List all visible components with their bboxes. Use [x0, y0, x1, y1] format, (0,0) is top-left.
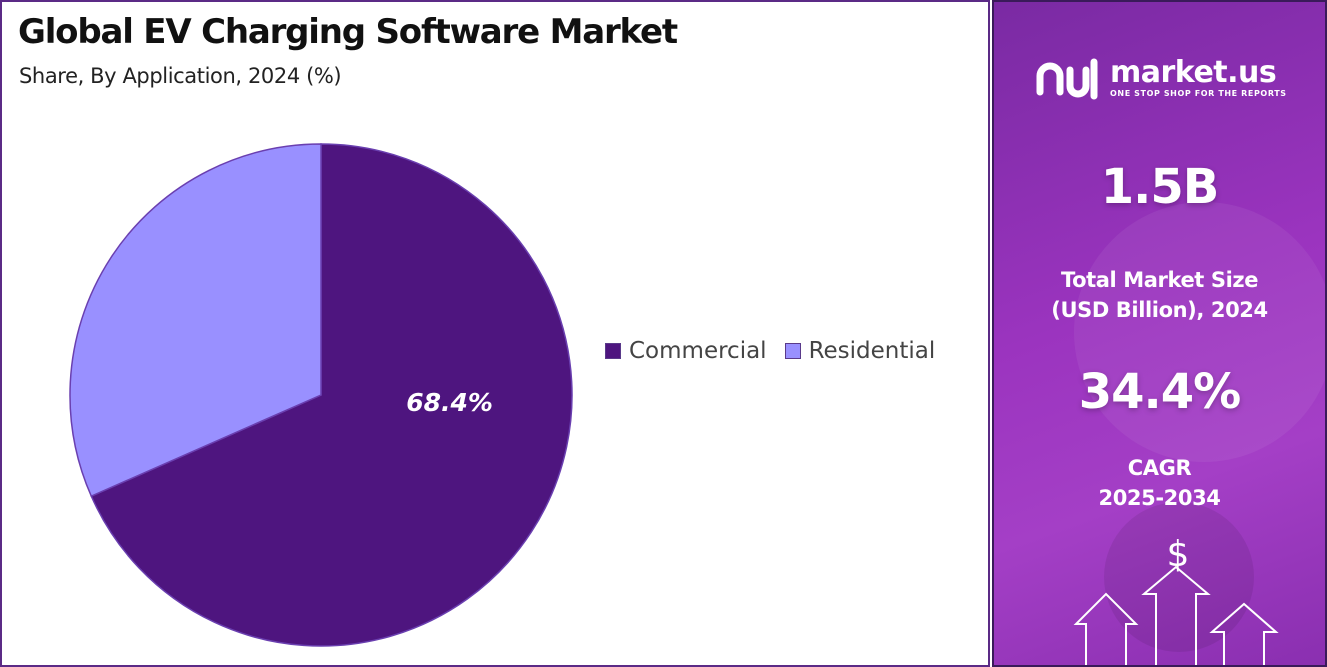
market-us-logo-icon — [1036, 58, 1098, 100]
legend-swatch-residential — [784, 343, 801, 359]
brand-name: market.us — [1110, 54, 1277, 90]
growth-arrows-icon: $ — [1073, 534, 1279, 665]
pie-slice-commercial — [90, 143, 573, 647]
chart-panel: Global EV Charging Software Market Share… — [0, 0, 990, 667]
brand-tagline: ONE STOP SHOP FOR THE REPORTS — [1110, 88, 1287, 98]
market-size-value: 1.5B — [1100, 159, 1220, 215]
legend-item-commercial: Commercial — [605, 338, 767, 364]
legend-label-commercial: Commercial — [629, 338, 767, 364]
chart-title: Global EV Charging Software Market — [18, 12, 678, 52]
legend-item-residential: Residential — [784, 338, 936, 364]
cagr-value: 34.4% — [1078, 364, 1242, 420]
cagr-label-line1: CAGR — [1127, 456, 1192, 480]
background-shape — [1104, 502, 1254, 652]
background-shape — [1074, 202, 1325, 462]
chart-legend: Commercial Residential — [605, 338, 953, 364]
market-size-label-line1: Total Market Size — [1060, 268, 1259, 292]
legend-label-residential: Residential — [808, 338, 936, 364]
dollar-sign-icon: $ — [1167, 534, 1190, 575]
market-size-label-line2: (USD Billion), 2024 — [1051, 298, 1268, 322]
pie-chart: 68.4% — [69, 143, 573, 647]
legend-swatch-commercial — [605, 343, 621, 359]
pie-data-label-commercial: 68.4% — [406, 388, 493, 417]
chart-subtitle: Share, By Application, 2024 (%) — [19, 64, 342, 88]
brand-logo: market.us ONE STOP SHOP FOR THE REPORTS — [1034, 52, 1287, 102]
cagr-label-line2: 2025-2034 — [1098, 486, 1221, 510]
summary-sidebar: market.us ONE STOP SHOP FOR THE REPORTS … — [992, 0, 1327, 667]
pie-slice-residential — [69, 143, 322, 498]
